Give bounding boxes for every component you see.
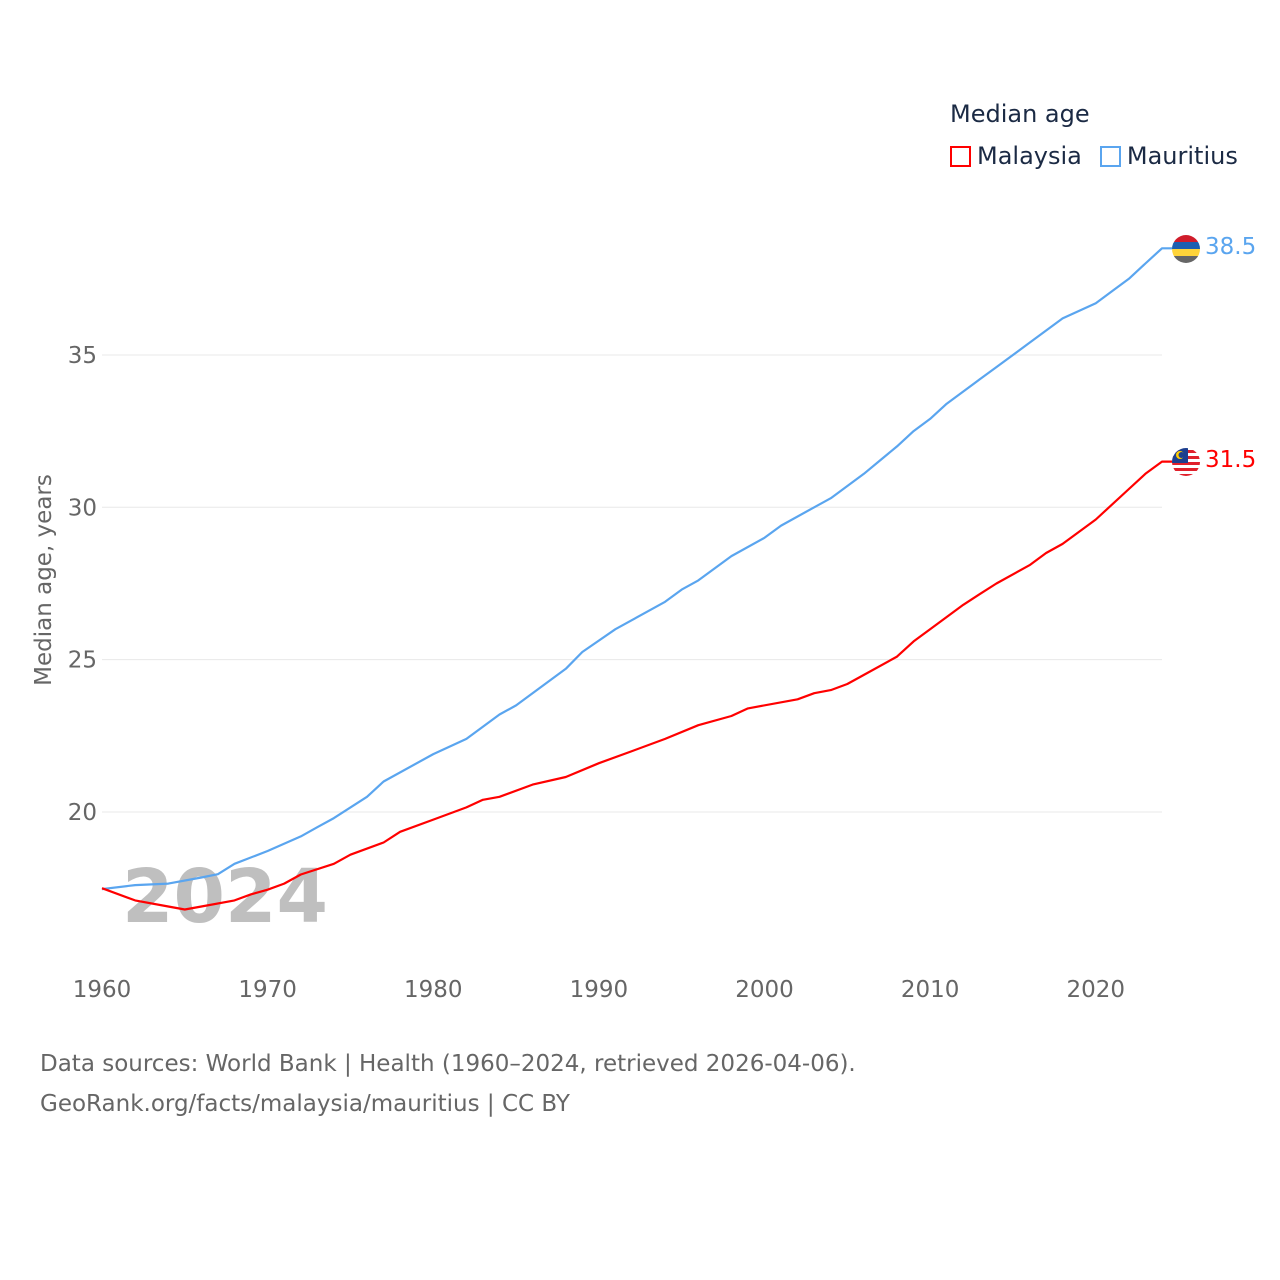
- mauritius-end-label: 38.5: [1205, 234, 1256, 260]
- gridlines: [102, 354, 1162, 813]
- x-tick-label: 1980: [404, 977, 463, 1003]
- legend-title: Median age: [950, 100, 1090, 128]
- y-tick-label: 30: [68, 495, 97, 521]
- data-sources: Data sources: World Bank | Health (1960–…: [40, 1051, 856, 1077]
- x-axis-ticks: 1960 1970 1980 1990 2000 2010 2020: [73, 977, 1125, 1003]
- mauritius-flag-icon: [1172, 235, 1200, 263]
- x-tick-label: 2000: [735, 977, 794, 1003]
- legend-swatch-mauritius: [1099, 145, 1121, 167]
- legend-item-malaysia[interactable]: Malaysia: [950, 142, 1082, 170]
- malaysia-end-label: 31.5: [1205, 447, 1256, 473]
- legend-label: Malaysia: [977, 142, 1082, 170]
- x-tick-label: 1970: [238, 977, 297, 1003]
- year-watermark: 2024: [122, 854, 328, 940]
- legend-item-mauritius[interactable]: Mauritius: [1099, 142, 1238, 170]
- y-axis-ticks: 20 25 30 35: [68, 343, 97, 826]
- y-axis-label: Median age, years: [31, 474, 57, 686]
- series-line-malaysia: [101, 460, 1172, 911]
- legend-swatch-malaysia: [950, 145, 971, 167]
- x-tick-label: 2020: [1066, 977, 1125, 1003]
- y-tick-label: 25: [68, 648, 97, 674]
- x-tick-label: 1990: [570, 977, 629, 1003]
- malaysia-flag-icon: [1172, 448, 1200, 476]
- footer: Data sources: World Bank | Health (1960–…: [40, 1044, 856, 1124]
- y-tick-label: 20: [68, 800, 97, 826]
- line-chart: 20 25 30 35 1960 1970 1980 1990 2000 2010 2020 Me…: [31, 234, 1256, 1003]
- legend: Malaysia Mauritius: [950, 142, 1238, 170]
- series-line-mauritius: [101, 247, 1172, 891]
- x-tick-label: 1960: [73, 977, 132, 1003]
- source-link[interactable]: GeoRank.org/facts/malaysia/mauritius | C…: [40, 1091, 570, 1117]
- legend-label: Mauritius: [1126, 142, 1238, 170]
- series-lines: [101, 247, 1172, 911]
- end-markers: [1172, 235, 1200, 476]
- y-tick-label: 35: [68, 343, 97, 369]
- x-tick-label: 2010: [901, 977, 960, 1003]
